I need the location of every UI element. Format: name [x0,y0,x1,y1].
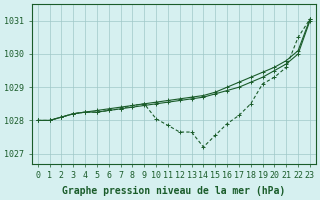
X-axis label: Graphe pression niveau de la mer (hPa): Graphe pression niveau de la mer (hPa) [62,186,285,196]
